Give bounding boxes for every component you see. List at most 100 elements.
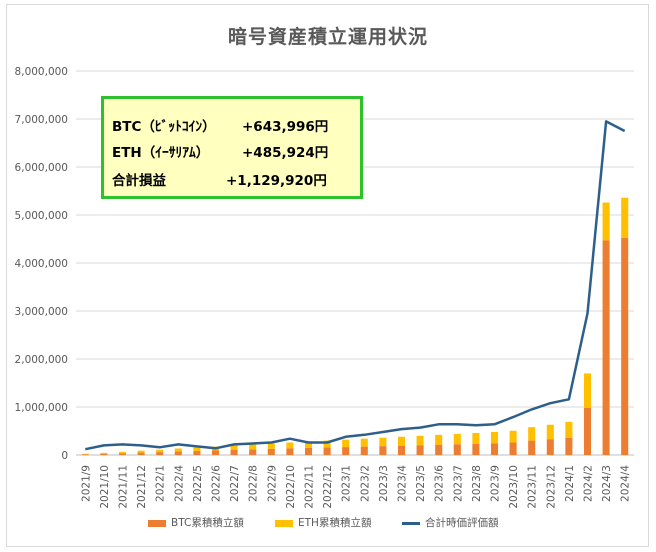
bar-eth: [156, 449, 164, 453]
bar-eth: [583, 373, 592, 408]
x-tick-label: 2023/11: [527, 465, 539, 509]
bar-btc: [286, 448, 294, 455]
x-tick-label: 2022/1: [155, 465, 167, 502]
legend-label-eth: ETH累積積立額: [298, 517, 372, 529]
bar-btc: [453, 444, 461, 455]
y-tick-label: 0: [61, 450, 68, 462]
x-tick-label: 2022/7: [229, 465, 241, 502]
legend-swatch-eth: [275, 519, 293, 527]
bar-btc: [304, 447, 313, 455]
bar-eth: [435, 434, 443, 445]
summary-box: BTC（ﾋﾞｯﾄｺｲﾝ） +643,996円 ETH（ｲｰｻﾘｱﾑ） +485,…: [101, 96, 363, 199]
x-tick-label: 2022/12: [322, 465, 334, 509]
bar-btc: [81, 454, 89, 455]
x-tick-label: 2023/7: [452, 465, 464, 502]
x-tick-label: 2023/10: [508, 465, 520, 509]
legend-item-btc: BTC累積積立額: [148, 515, 244, 530]
chart-title: 暗号資産積立運用状況: [227, 26, 428, 48]
legend-swatch-btc: [148, 519, 166, 527]
x-tick-label: 2023/6: [434, 465, 446, 502]
line-total-value: [85, 120, 626, 451]
legend-item-total: 合計時価評価額: [402, 515, 499, 530]
bar-btc: [137, 452, 145, 455]
bar-btc: [360, 446, 368, 455]
x-tick-label: 2021/12: [136, 465, 148, 509]
bar-eth: [453, 433, 461, 445]
x-tick-label: 2023/8: [471, 465, 483, 502]
bar-btc: [156, 452, 164, 455]
bar-btc: [528, 440, 536, 455]
legend-item-eth: ETH累積積立額: [275, 515, 371, 530]
x-tick-label: 2022/11: [304, 465, 316, 509]
bar-btc: [100, 453, 108, 455]
bar-btc: [230, 449, 238, 455]
bar-btc: [323, 447, 331, 455]
bar-eth: [528, 427, 536, 441]
bar-eth: [509, 430, 517, 443]
bar-btc: [174, 451, 182, 455]
bar-btc: [342, 447, 350, 455]
bar-btc: [435, 444, 443, 455]
x-tick-label: 2022/5: [192, 465, 204, 502]
x-tick-label: 2024/3: [601, 465, 613, 502]
x-tick-label: 2024/2: [583, 465, 595, 502]
bar-eth: [342, 439, 350, 448]
bar-eth: [565, 421, 573, 438]
y-tick-label: 4,000,000: [15, 258, 68, 270]
bar-eth: [286, 442, 294, 449]
summary-value-total: +1,129,920円: [226, 173, 327, 189]
bar-eth: [267, 443, 275, 449]
y-tick-label: 3,000,000: [15, 306, 68, 318]
bar-btc: [472, 443, 480, 455]
bar-eth: [379, 437, 387, 447]
summary-value-btc: +643,996円: [242, 119, 329, 135]
bar-btc: [546, 439, 554, 455]
y-tick-label: 8,000,000: [15, 66, 68, 78]
y-tick-label: 2,000,000: [15, 354, 68, 366]
x-tick-label: 2023/1: [341, 465, 353, 502]
legend-label-btc: BTC累積積立額: [171, 517, 244, 529]
bar-btc: [490, 443, 499, 455]
summary-label-total: 合計損益: [112, 173, 166, 189]
y-tick-label: 5,000,000: [15, 210, 68, 222]
x-tick-label: 2022/9: [266, 465, 278, 502]
bar-eth: [174, 448, 182, 452]
bar-eth: [546, 424, 554, 440]
bar-eth: [360, 438, 368, 447]
bar-eth: [490, 431, 499, 444]
x-tick-label: 2021/10: [99, 465, 111, 509]
bar-btc: [416, 445, 424, 455]
y-tick-label: 1,000,000: [15, 402, 68, 414]
x-tick-label: 2023/5: [415, 465, 427, 502]
bar-btc: [621, 238, 629, 455]
summary-value-eth: +485,924円: [242, 145, 329, 161]
bar-btc: [509, 442, 517, 455]
chart-frame: [6, 4, 649, 547]
bar-eth: [602, 202, 610, 241]
x-tick-label: 2021/11: [118, 465, 130, 509]
summary-label-eth: ETH（ｲｰｻﾘｱﾑ）: [112, 145, 210, 161]
bar-btc: [397, 445, 406, 455]
bar-eth: [621, 197, 629, 239]
bar-btc: [602, 240, 610, 455]
x-tick-label: 2023/3: [378, 465, 390, 502]
legend-line-total: [402, 521, 420, 525]
bar-eth: [416, 435, 424, 446]
bar-eth: [304, 441, 313, 448]
x-tick-label: 2022/6: [211, 465, 223, 502]
y-tick-label: 7,000,000: [15, 114, 68, 126]
chart-legend: BTC累積積立額 ETH累積積立額 合計時価評価額: [0, 515, 656, 531]
x-tick-label: 2022/4: [173, 465, 185, 502]
bar-btc: [211, 450, 220, 455]
bar-eth: [323, 440, 331, 448]
bar-eth: [397, 436, 406, 446]
bar-btc: [193, 450, 201, 455]
bar-btc: [565, 437, 573, 455]
bar-btc: [249, 449, 257, 455]
legend-label-total: 合計時価評価額: [425, 517, 499, 529]
bar-eth: [249, 444, 257, 450]
bar-eth: [118, 451, 127, 454]
bar-btc: [118, 453, 127, 455]
summary-label-btc: BTC（ﾋﾞｯﾄｺｲﾝ）: [112, 119, 216, 135]
x-tick-label: 2023/4: [397, 465, 409, 502]
